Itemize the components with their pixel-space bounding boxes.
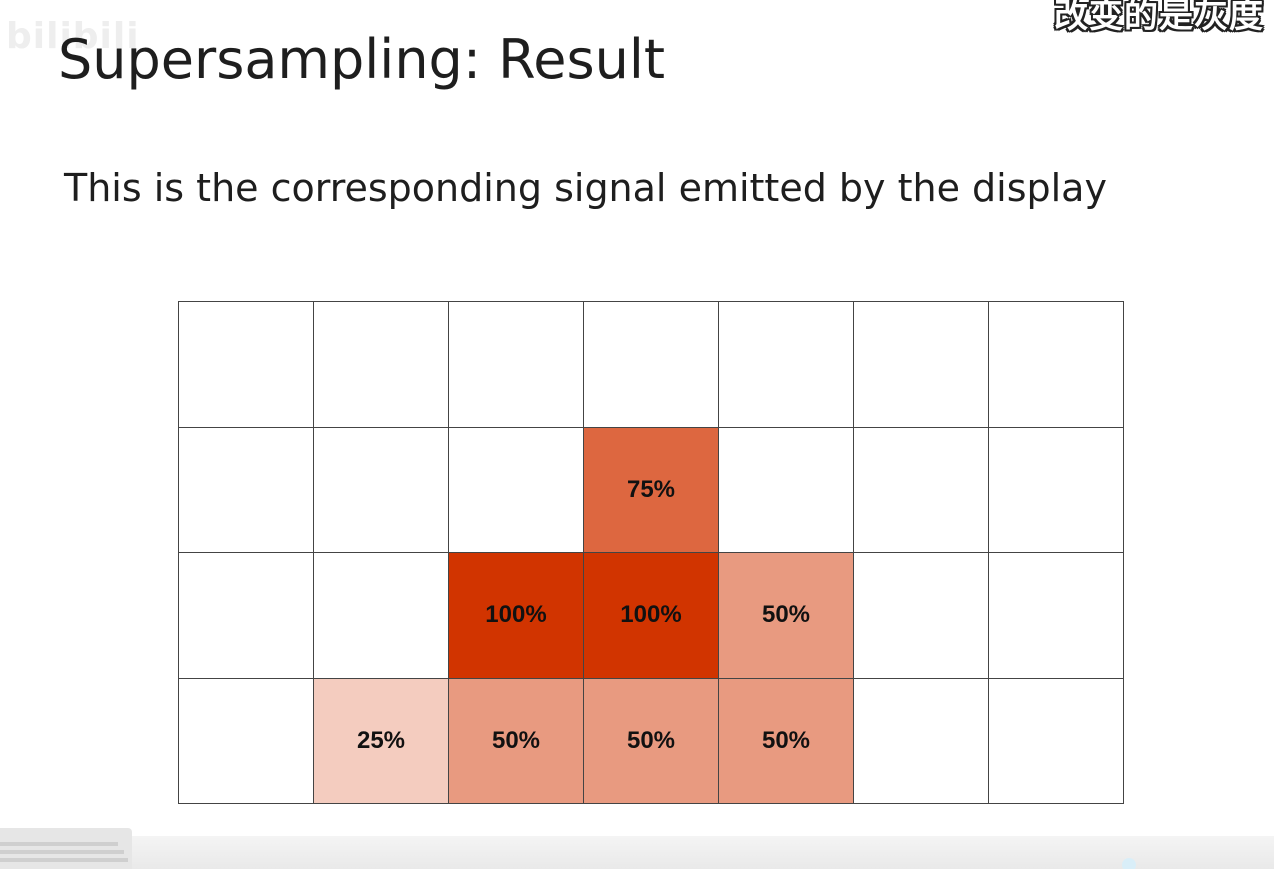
pixel-coverage-label: 100% — [485, 601, 547, 629]
pixel-cell-empty — [719, 427, 854, 553]
pixel-cell-empty — [179, 678, 314, 804]
video-watermark: bilibili — [0, 16, 140, 57]
pixel-cell-empty — [449, 302, 584, 428]
pixel-cell-empty — [854, 553, 989, 679]
pixel-coverage-label: 75% — [626, 475, 676, 503]
pixel-cell-empty — [179, 302, 314, 428]
pixel-coverage-label: 50% — [761, 601, 811, 629]
pixel-cell-empty — [179, 553, 314, 679]
pixel-cell-empty — [314, 427, 449, 553]
pixel-coverage-label: 50% — [626, 726, 676, 754]
pixel-coverage-label: 50% — [491, 726, 541, 754]
pixel-cell-filled: 75% — [584, 427, 719, 553]
pixel-cell-empty — [989, 427, 1124, 553]
bilibili-logo: bilibili — [6, 16, 140, 57]
pixel-cell-empty — [449, 427, 584, 553]
pixel-cell-empty — [854, 678, 989, 804]
pixel-cell-filled: 100% — [584, 553, 719, 679]
pixel-cell-filled: 50% — [719, 553, 854, 679]
pixel-cell-empty — [314, 553, 449, 679]
pixel-cell-empty — [989, 678, 1124, 804]
pixel-cell-filled: 100% — [449, 553, 584, 679]
pixel-cell-empty — [854, 302, 989, 428]
cursor-dot — [1122, 858, 1136, 869]
pixel-cell-empty — [584, 302, 719, 428]
pixel-coverage-label: 50% — [761, 726, 811, 754]
pixel-cell-empty — [719, 302, 854, 428]
pixel-cell-filled: 50% — [449, 678, 584, 804]
video-subtitle-caption: 改变的是灰度 — [1054, 0, 1264, 36]
slide-title: Supersampling: Result — [58, 28, 666, 91]
video-bottom-strip — [0, 836, 1274, 869]
pixel-coverage-grid: 75% 100% 100% 50% 25% 50% 50% 50% — [178, 301, 1124, 804]
pixel-cell-empty — [989, 302, 1124, 428]
player-widget — [0, 828, 132, 869]
pixel-cell-empty — [314, 302, 449, 428]
pixel-cell-empty — [179, 427, 314, 553]
pixel-cell-filled: 50% — [584, 678, 719, 804]
pixel-cell-filled: 25% — [314, 678, 449, 804]
pixel-coverage-label: 100% — [620, 601, 682, 629]
pixel-cell-filled: 50% — [719, 678, 854, 804]
pixel-coverage-label: 25% — [356, 726, 406, 754]
pixel-cell-empty — [854, 427, 989, 553]
pixel-cell-empty — [989, 553, 1124, 679]
slide-subtitle: This is the corresponding signal emitted… — [64, 166, 1107, 210]
